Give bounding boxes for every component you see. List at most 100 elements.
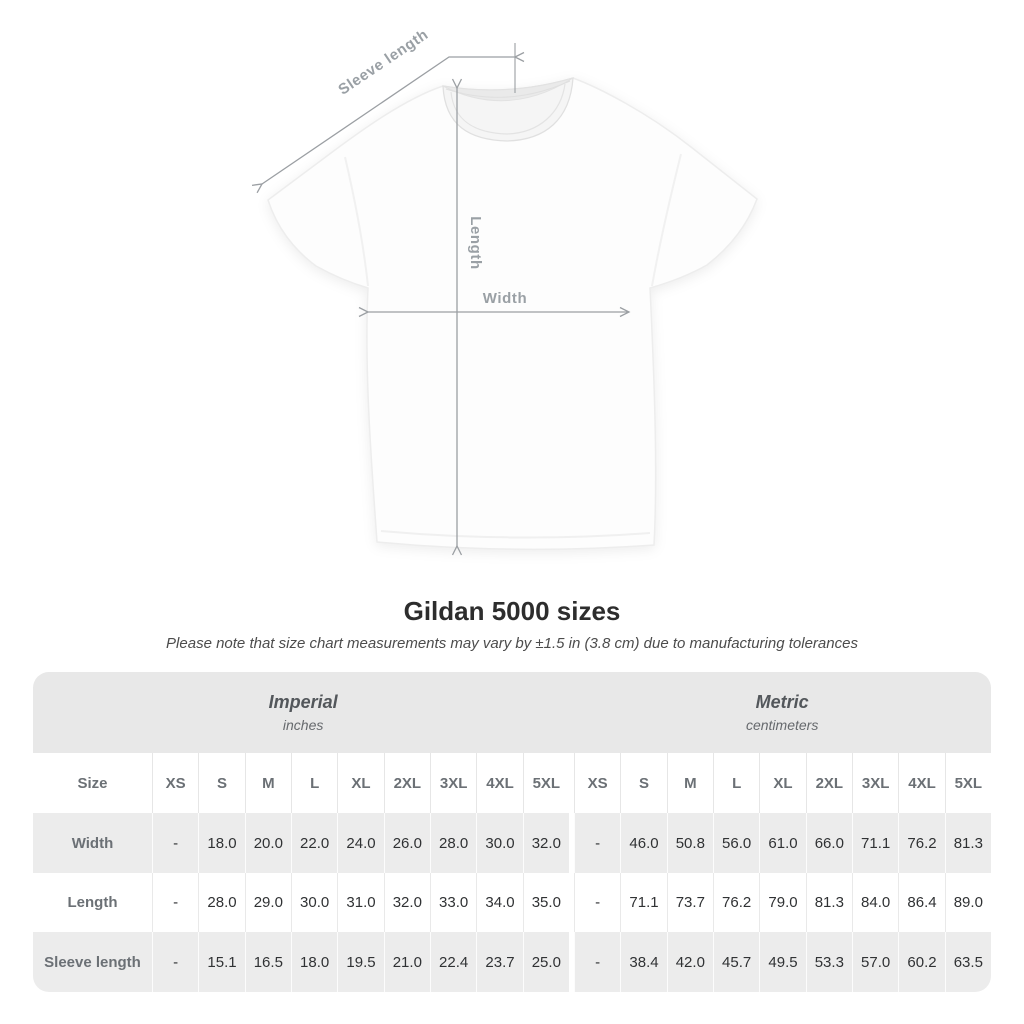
size-col-header: 2XL: [383, 753, 430, 813]
imperial-label: Imperial: [268, 692, 338, 712]
metric-band: Metric centimeters: [573, 672, 991, 753]
metric-label: Metric: [755, 692, 809, 712]
size-value-cell: 50.8: [666, 813, 713, 873]
size-col-header: S: [620, 753, 666, 813]
imperial-unit-label: inches: [282, 717, 324, 733]
size-value-cell: 31.0: [337, 873, 383, 932]
size-value-cell: 57.0: [851, 932, 898, 992]
collar: [442, 77, 574, 142]
unit-divider: [568, 873, 574, 932]
size-value-cell: -: [573, 932, 620, 992]
tolerance-note: Please note that size chart measurements…: [166, 635, 858, 652]
size-value-cell: 46.0: [620, 813, 666, 873]
size-value-cell: 22.4: [429, 932, 476, 992]
sleeve-length-line: [261, 56, 515, 185]
metric-unit-label: centimeters: [745, 717, 819, 733]
length-label: Length: [467, 216, 484, 270]
size-value-cell: -: [573, 873, 620, 932]
row-label: Length: [67, 894, 118, 911]
size-value-cell: 56.0: [712, 813, 759, 873]
size-value-cell: 33.0: [429, 873, 476, 932]
size-col-header: 4XL: [898, 753, 944, 813]
size-value-cell: 32.0: [383, 873, 430, 932]
size-value-cell: -: [573, 813, 620, 873]
size-value-cell: 60.2: [898, 932, 944, 992]
unit-divider: [568, 932, 574, 992]
size-value-cell: 18.0: [290, 932, 337, 992]
size-col-header: 2XL: [805, 753, 852, 813]
size-col-header: 4XL: [476, 753, 522, 813]
page-title: Gildan 5000 sizes: [403, 596, 621, 626]
size-value-cell: -: [152, 813, 198, 873]
size-value-cell: 28.0: [429, 813, 476, 873]
size-value-cell: 23.7: [476, 932, 522, 992]
size-value-cell: 76.2: [712, 873, 759, 932]
size-value-cell: 34.0: [476, 873, 522, 932]
unit-divider: [568, 813, 574, 873]
size-value-cell: 28.0: [198, 873, 244, 932]
size-value-cell: 21.0: [383, 932, 430, 992]
size-col-header: XS: [573, 753, 620, 813]
size-value-cell: 35.0: [522, 873, 569, 932]
size-value-cell: 71.1: [851, 813, 898, 873]
size-value-cell: 63.5: [944, 932, 991, 992]
size-value-cell: 42.0: [666, 932, 713, 992]
tshirt-diagram-svg: Sleeve length Length Width: [251, 26, 758, 556]
size-col-header: S: [198, 753, 244, 813]
table-row: Size XS S M L XL 2XL 3XL 4XL 5XL XS S M L XL 2XL 3XL 4XL 5…: [33, 753, 991, 813]
size-table: Imperial inches Metric centimeters Size X…: [33, 672, 991, 992]
size-value-cell: 18.0: [198, 813, 244, 873]
size-value-cell: 38.4: [620, 932, 666, 992]
imperial-band: Imperial inches: [33, 672, 573, 753]
size-value-cell: 32.0: [522, 813, 569, 873]
size-col-header: 3XL: [851, 753, 898, 813]
unit-band: Imperial inches Metric centimeters: [33, 672, 991, 753]
size-col-header: M: [244, 753, 291, 813]
size-value-cell: 30.0: [290, 873, 337, 932]
table-row: Sleeve length -15.1 16.5 18.0 19.5 21.0 22.4 23…: [33, 932, 991, 992]
size-value-cell: 79.0: [759, 873, 805, 932]
size-value-cell: 24.0: [337, 813, 383, 873]
size-col-header: L: [290, 753, 337, 813]
row-label: Sleeve length: [44, 953, 141, 971]
size-value-cell: -: [152, 873, 198, 932]
table-row: Length -28.0 29.0 30.0 31.0 32.0 33.0 34.0 35.0-…: [33, 873, 991, 932]
size-value-cell: 81.3: [805, 873, 852, 932]
size-value-cell: 22.0: [290, 813, 337, 873]
size-table-rows: Size XS S M L XL 2XL 3XL 4XL 5XL XS S M L XL 2XL 3XL 4XL 5…: [33, 753, 991, 992]
size-value-cell: 76.2: [898, 813, 944, 873]
size-col-header: 5XL: [944, 753, 991, 813]
size-value-cell: 73.7: [666, 873, 713, 932]
width-label: Width: [483, 290, 528, 307]
size-value-cell: 71.1: [620, 873, 666, 932]
size-value-cell: 81.3: [944, 813, 991, 873]
size-value-cell: 25.0: [522, 932, 569, 992]
size-value-cell: 15.1: [198, 932, 244, 992]
size-col-header: M: [666, 753, 713, 813]
row-label: Width: [71, 834, 114, 852]
size-value-cell: 26.0: [383, 813, 430, 873]
size-value-cell: 19.5: [337, 932, 383, 992]
size-value-cell: 45.7: [712, 932, 759, 992]
dimension-lines: [251, 43, 631, 556]
size-value-cell: -: [152, 932, 198, 992]
size-value-cell: 20.0: [244, 813, 291, 873]
size-col-header: L: [712, 753, 759, 813]
size-value-cell: 84.0: [851, 873, 898, 932]
size-value-cell: 29.0: [244, 873, 291, 932]
tshirt-illustration: [267, 77, 758, 551]
size-col-header: XS: [152, 753, 198, 813]
size-value-cell: 49.5: [759, 932, 805, 992]
size-value-cell: 89.0: [944, 873, 991, 932]
size-col-header: 5XL: [522, 753, 569, 813]
size-value-cell: 53.3: [805, 932, 852, 992]
size-value-cell: 30.0: [476, 813, 522, 873]
size-value-cell: 86.4: [898, 873, 944, 932]
sleeve-length-label: Sleeve length: [335, 26, 431, 99]
size-value-cell: 61.0: [759, 813, 805, 873]
size-col-header: XL: [337, 753, 383, 813]
size-col-header: XL: [759, 753, 805, 813]
row-label: Size: [77, 774, 108, 792]
size-value-cell: 66.0: [805, 813, 852, 873]
size-col-header: 3XL: [429, 753, 476, 813]
